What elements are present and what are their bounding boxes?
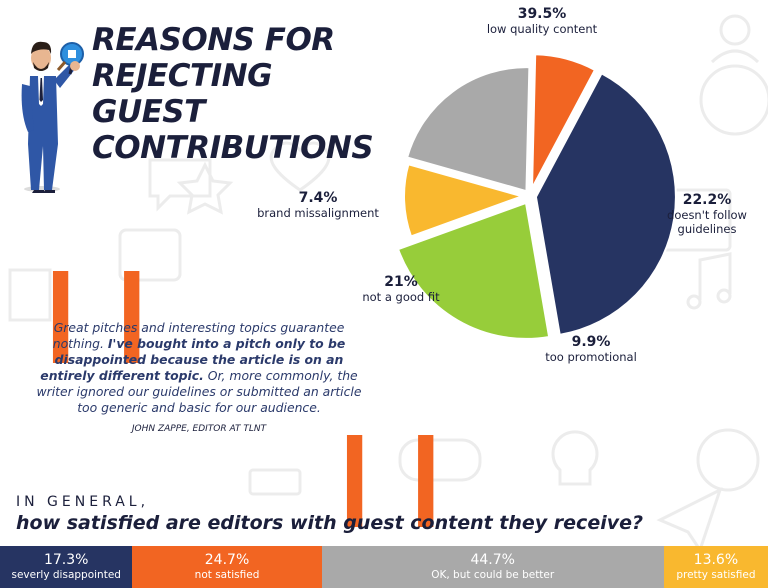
pie-label-not-fit: 21% not a good fit: [346, 274, 456, 304]
bar-segment-label: OK, but could be better: [431, 569, 555, 581]
bar-segment-label: pretty satisfied: [676, 569, 756, 581]
pie-slice-low-quality-content: [534, 71, 677, 337]
pie-label-text: too promotional: [545, 350, 637, 364]
close-quote-icon: ❙❙: [316, 420, 464, 527]
bar-segment-value: 44.7%: [470, 552, 515, 568]
user-icon: [719, 14, 751, 46]
pie-label-value: 7.4%: [298, 190, 338, 206]
pie-label-value: 9.9%: [571, 334, 611, 350]
bar-segment-value: 13.6%: [693, 552, 739, 568]
pie-label-promotional: 9.9% too promotional: [536, 334, 646, 364]
pie-label-text: not a good fit: [362, 290, 440, 304]
globe-icon: [699, 64, 768, 136]
pie-label-value: 39.5%: [517, 6, 567, 22]
survey-question: how satisfied are editors with guest con…: [16, 512, 644, 534]
pie-label-text: brand missalignment: [257, 206, 379, 220]
pie-label-text: doesn't follow guidelines: [667, 208, 747, 236]
pie-slice-not-a-good-fit: [405, 66, 531, 193]
star-icon: [176, 161, 234, 215]
heart-icon: [269, 141, 331, 192]
quote-bold-part: I've bought into a pitch only to be disa…: [40, 336, 346, 383]
bar-segment-severly-disappointed: 17.3% severly disappointed: [0, 546, 133, 588]
pie-slice-brand-missalignment: [531, 53, 597, 189]
bar-segment-label: not satisfied: [194, 569, 260, 581]
pie-label-text: low quality content: [486, 22, 598, 36]
pie-label-brand: 7.4% brand missalignment: [248, 190, 388, 220]
title-line: REJECTING GUEST: [92, 58, 273, 130]
satisfaction-bar: 17.3% severly disappointed 24.7% not sat…: [0, 546, 768, 588]
bar-segment-not-satisfied: 24.7% not satisfied: [132, 546, 322, 588]
survey-kicker: IN GENERAL,: [16, 494, 150, 510]
bar-segment-pretty-satisfied: 13.6% pretty satisfied: [663, 546, 768, 588]
quote-text: Great pitches and interesting topics gua…: [34, 320, 364, 416]
pie-slice-doesn-t-follow-guidelines: [396, 201, 551, 340]
battery-icon: [248, 468, 302, 496]
bar-segment-ok: 44.7% OK, but could be better: [321, 546, 664, 588]
pie-label-low-quality: 39.5% low quality content: [452, 6, 632, 36]
bar-segment-value: 24.7%: [204, 552, 250, 568]
music-note-icon: [698, 252, 732, 300]
bar-segment-label: severly disappointed: [11, 569, 121, 581]
lightbulb-icon: [551, 430, 599, 486]
page-title: REASONS FOR REJECTING GUEST CONTRIBUTION…: [92, 22, 392, 166]
speech-bubble-icon: [148, 158, 212, 212]
bar-segment-value: 17.3%: [43, 552, 89, 568]
pie-label-value: 21%: [384, 274, 418, 290]
quote-author: JOHN ZAPPE, EDITOR AT TLNT: [131, 424, 267, 434]
pie-label-guidelines: 22.2% doesn't follow guidelines: [662, 192, 752, 236]
calendar-icon: [118, 228, 182, 282]
pie-label-value: 22.2%: [682, 192, 732, 208]
businessman-illustration: [21, 41, 84, 193]
globe-icon: [696, 428, 760, 492]
quote-part: Great pitches and interesting topics gua…: [52, 320, 345, 351]
title-line: REASONS FOR: [92, 22, 335, 58]
title-line: CONTRIBUTIONS: [92, 130, 374, 166]
pie-slice-too-promotional: [403, 163, 526, 238]
gamepad-icon: [398, 438, 482, 482]
quote-part: Or, more commonly, the writer ignored ou…: [36, 368, 362, 415]
open-quote-icon: ❙❙: [22, 256, 170, 363]
